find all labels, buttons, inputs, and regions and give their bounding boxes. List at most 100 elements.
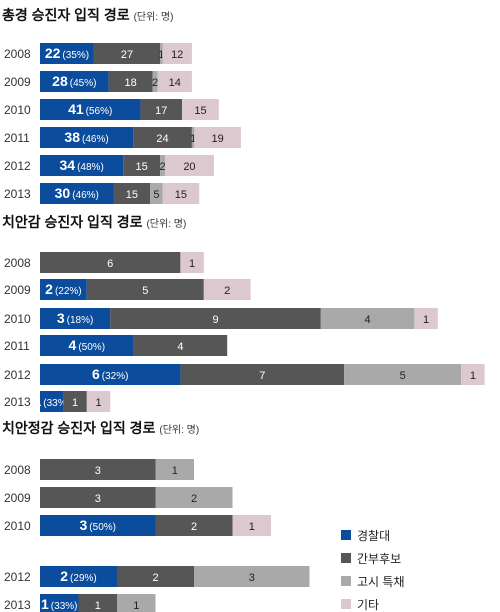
data-label: 3 <box>95 465 101 477</box>
data-label: 1 <box>189 258 195 270</box>
bar-segment <box>40 127 134 148</box>
bar-segment <box>40 183 114 204</box>
bar-segment <box>180 252 204 273</box>
bar-segment <box>40 391 64 412</box>
bar-segment <box>117 594 156 612</box>
y-tick-label: 2013 <box>4 187 31 201</box>
data-label: 15 <box>175 189 187 201</box>
bar-segment <box>40 594 79 612</box>
bar-segment <box>40 43 94 64</box>
legend-label-other: 기타 <box>357 598 379 612</box>
data-label: 3 (18%) <box>57 310 93 326</box>
bar-segment <box>182 99 219 120</box>
bar-row: 2012 2 (29%) 2 3 <box>4 566 310 587</box>
data-label: 1 <box>133 600 139 612</box>
data-label: 6 (32%) <box>92 366 128 382</box>
data-label: 4 <box>365 314 371 326</box>
bar-segment <box>78 594 117 612</box>
data-label: 38 (46%) <box>64 129 108 145</box>
bar-segment <box>162 43 192 64</box>
data-label: 3 (50%) <box>80 517 116 533</box>
data-label: 30 (46%) <box>55 185 99 201</box>
data-label: 34 (48%) <box>60 157 104 173</box>
bar-segment <box>194 127 241 148</box>
data-label: 1 <box>423 314 429 326</box>
bar-row: 2012 34 (48%) 15 2 20 <box>4 155 214 176</box>
legend-swatch-cadet <box>341 553 351 563</box>
bar-row: 2009 2 (22%) 5 2 <box>4 279 251 300</box>
y-tick-label: 2008 <box>4 47 31 61</box>
data-label: 2 (22%) <box>45 281 81 297</box>
chart-unit-note: (단위: 명) <box>134 10 174 23</box>
legend-item-police-univ: 경찰대 <box>341 529 390 543</box>
y-tick-label: 2010 <box>4 312 31 326</box>
data-label: 1 <box>470 370 476 382</box>
y-tick-label: 2013 <box>4 395 31 409</box>
data-label: 1 <box>172 465 178 477</box>
bar-row: 2008 3 1 <box>4 459 194 480</box>
data-label: 2 <box>224 285 230 297</box>
data-label: 3 <box>95 493 101 505</box>
bar-segment <box>320 308 415 329</box>
bar-segment <box>117 566 194 587</box>
data-label: 17 <box>155 105 167 117</box>
data-label: 1 (33%) <box>33 393 69 409</box>
bar-segment <box>40 279 87 300</box>
y-tick-label: 2011 <box>4 131 30 145</box>
bar-segment <box>203 279 251 300</box>
bar-row: 2013 30 (46%) 15 5 15 <box>4 183 200 204</box>
bar-segment <box>414 308 438 329</box>
data-label: 1 <box>95 600 101 612</box>
legend-label-police-univ: 경찰대 <box>357 529 390 543</box>
bar-segment <box>40 487 156 508</box>
data-label: 15 <box>126 189 138 201</box>
bar-segment <box>63 391 87 412</box>
y-tick-label: 2009 <box>4 491 31 505</box>
data-label: 18 <box>125 77 137 89</box>
bar-row: 2009 3 2 <box>4 487 233 508</box>
bar-segment <box>40 515 156 536</box>
bar-segment <box>86 391 111 412</box>
chart-title: 치안감 승진자 입직 경로 (단위: 명) <box>2 214 186 230</box>
data-label: 14 <box>169 77 181 89</box>
legend-item-exam: 고시 특채 <box>341 575 405 589</box>
legend-label-exam: 고시 특채 <box>357 575 405 589</box>
bar-segment <box>40 308 111 329</box>
y-tick-label: 2012 <box>4 570 31 584</box>
data-label: 24 <box>156 133 168 145</box>
data-label: 2 <box>191 493 197 505</box>
bar-segment <box>344 364 462 385</box>
data-label: 1 <box>190 133 196 145</box>
bar-segment <box>40 252 181 273</box>
bar-segment <box>160 155 165 176</box>
bar-segment <box>140 99 183 120</box>
y-tick-label: 2012 <box>4 368 31 382</box>
chart-unit-note: (단위: 명) <box>159 423 199 436</box>
bar-segment <box>40 155 124 176</box>
bar-segment <box>191 127 195 148</box>
y-tick-label: 2012 <box>4 159 31 173</box>
bar-row: 2011 38 (46%) 24 1 19 <box>4 127 241 148</box>
bar-segment <box>40 71 109 92</box>
bar-row: 2010 41 (56%) 17 15 <box>4 99 219 120</box>
data-label: 41 (56%) <box>68 101 112 117</box>
bar-row: 2013 1 (33%) 1 1 <box>4 391 111 412</box>
data-label: 2 <box>159 161 165 173</box>
bar-row: 2012 6 (32%) 7 5 1 <box>4 364 485 385</box>
legend-swatch-exam <box>341 576 351 586</box>
data-label: 22 (35%) <box>45 45 89 61</box>
y-tick-label: 2008 <box>4 463 31 477</box>
data-label: 9 <box>212 314 218 326</box>
legend-label-cadet: 간부후보 <box>357 552 401 566</box>
bar-segment <box>155 515 233 536</box>
bar-segment <box>160 43 163 64</box>
legend: 경찰대 간부후보 고시 특채 기타 <box>341 529 405 612</box>
bar-segment <box>86 279 204 300</box>
bar-segment <box>133 335 228 356</box>
bar-segment <box>164 155 214 176</box>
chart-panel: 치안정감 승진자 입직 경로 (단위: 명) 2008 3 1 2009 3 2 2010 3 (5… <box>2 420 310 612</box>
y-tick-label: 2010 <box>4 519 31 533</box>
data-label: 15 <box>136 161 148 173</box>
y-tick-label: 2013 <box>4 598 31 612</box>
